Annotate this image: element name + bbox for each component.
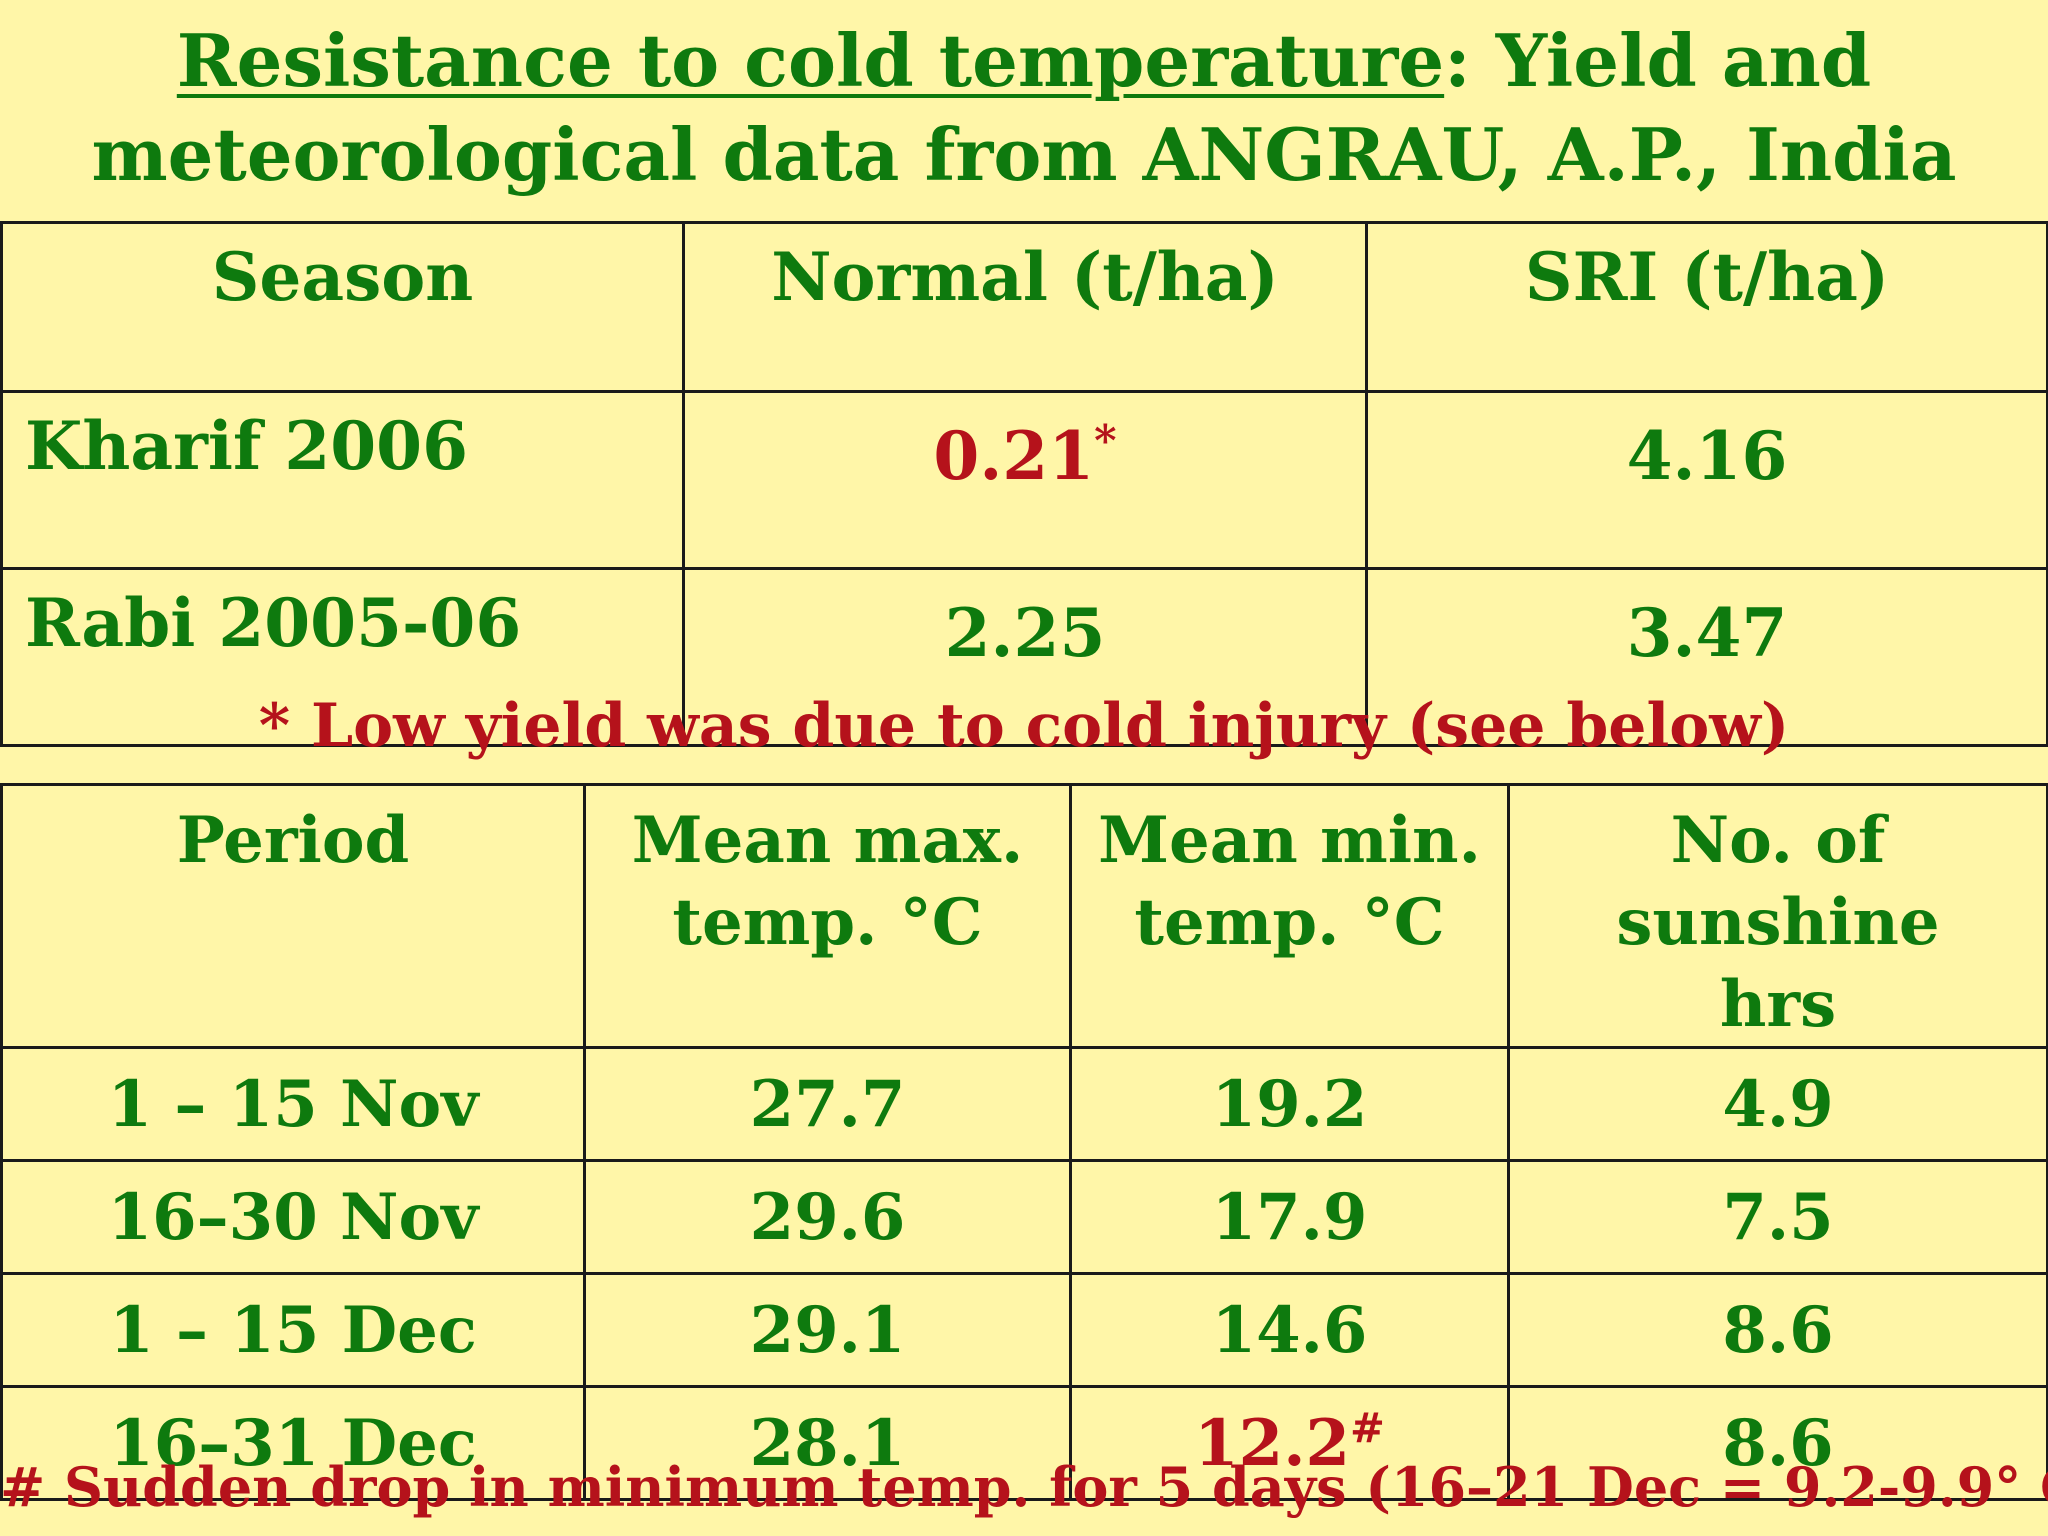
table-row: 1 – 15 Nov 27.7 19.2 4.9 <box>0 1046 2048 1162</box>
header-season: Season <box>0 221 685 393</box>
header-normal: Normal (t/ha) <box>682 221 1368 393</box>
temperature-drop-note: # Sudden drop in minimum temp. for 5 day… <box>0 1455 2048 1519</box>
met-header-row: Period Mean max. temp. °C Mean min. temp. … <box>0 783 2048 1049</box>
min-temp-cell: 12.2# <box>1069 1385 1510 1501</box>
sri-yield-cell: 4.16 <box>1365 390 2048 570</box>
normal-yield-cell: 0.21* <box>682 390 1368 570</box>
table-row: 16–31 Dec 28.1 12.2# 8.6 <box>0 1385 2048 1501</box>
period-cell: 16–31 Dec <box>0 1385 586 1501</box>
sunshine-cell: 7.5 <box>1507 1159 2048 1275</box>
season-cell: Rabi 2005-06 <box>0 567 685 747</box>
header-max-temp: Mean max. temp. °C <box>583 783 1072 1049</box>
header-sunshine: No. of sunshine hrs <box>1507 783 2048 1049</box>
period-cell: 1 – 15 Dec <box>0 1272 586 1388</box>
table-row: Kharif 2006 0.21* 4.16 <box>0 390 2048 570</box>
slide-title: Resistance to cold temperature: Yield an… <box>0 14 2048 202</box>
max-temp-cell: 28.1 <box>583 1385 1072 1501</box>
min-temp-cell: 17.9 <box>1069 1159 1510 1275</box>
header-line: hrs <box>1719 967 1837 1042</box>
title-line-1: Resistance to cold temperature: Yield an… <box>0 14 2048 108</box>
title-rest: : Yield and <box>1444 18 1872 103</box>
max-temp-cell: 29.6 <box>583 1159 1072 1275</box>
max-temp-cell: 27.7 <box>583 1046 1072 1162</box>
season-cell: Kharif 2006 <box>0 390 685 570</box>
normal-yield-value: 2.25 <box>944 594 1106 672</box>
header-line: Mean max. <box>631 803 1024 878</box>
period-cell: 1 – 15 Nov <box>0 1046 586 1162</box>
min-temp-value: 14.6 <box>1211 1292 1368 1368</box>
yield-header-row: Season Normal (t/ha) SRI (t/ha) <box>0 221 2048 393</box>
header-line: temp. °C <box>1134 885 1445 960</box>
header-line: Period <box>176 803 410 878</box>
header-line: Mean min. <box>1098 803 1481 878</box>
footnote-mark: # <box>1350 1402 1385 1452</box>
meteorological-table: Period Mean max. temp. °C Mean min. temp. … <box>0 783 2048 1501</box>
footnote-mark: * <box>1094 416 1117 467</box>
header-line: No. of sunshine <box>1616 803 1940 960</box>
normal-yield-cell: 2.25 <box>682 567 1368 747</box>
yield-table: Season Normal (t/ha) SRI (t/ha) Kharif 2… <box>0 221 2048 747</box>
sunshine-cell: 8.6 <box>1507 1385 2048 1501</box>
table-row: 16–30 Nov 29.6 17.9 7.5 <box>0 1159 2048 1275</box>
min-temp-cell: 19.2 <box>1069 1046 1510 1162</box>
table-row: Rabi 2005-06 2.25 3.47 <box>0 567 2048 747</box>
normal-yield-value: 0.21 <box>933 417 1095 495</box>
header-min-temp: Mean min. temp. °C <box>1069 783 1510 1049</box>
sri-yield-cell: 3.47 <box>1365 567 2048 747</box>
sunshine-cell: 4.9 <box>1507 1046 2048 1162</box>
header-sri: SRI (t/ha) <box>1365 221 2048 393</box>
title-line-2: meteorological data from ANGRAU, A.P., I… <box>91 112 1957 197</box>
header-period: Period <box>0 783 586 1049</box>
period-cell: 16–30 Nov <box>0 1159 586 1275</box>
header-line: temp. °C <box>672 885 983 960</box>
max-temp-cell: 29.1 <box>583 1272 1072 1388</box>
min-temp-cell: 14.6 <box>1069 1272 1510 1388</box>
min-temp-value: 19.2 <box>1211 1066 1368 1142</box>
sunshine-cell: 8.6 <box>1507 1272 2048 1388</box>
title-underlined: Resistance to cold temperature <box>176 18 1445 103</box>
min-temp-value: 12.2 <box>1194 1405 1350 1481</box>
table-row: 1 – 15 Dec 29.1 14.6 8.6 <box>0 1272 2048 1388</box>
cold-injury-note: * Low yield was due to cold injury (see … <box>258 691 1790 761</box>
min-temp-value: 17.9 <box>1211 1179 1368 1255</box>
